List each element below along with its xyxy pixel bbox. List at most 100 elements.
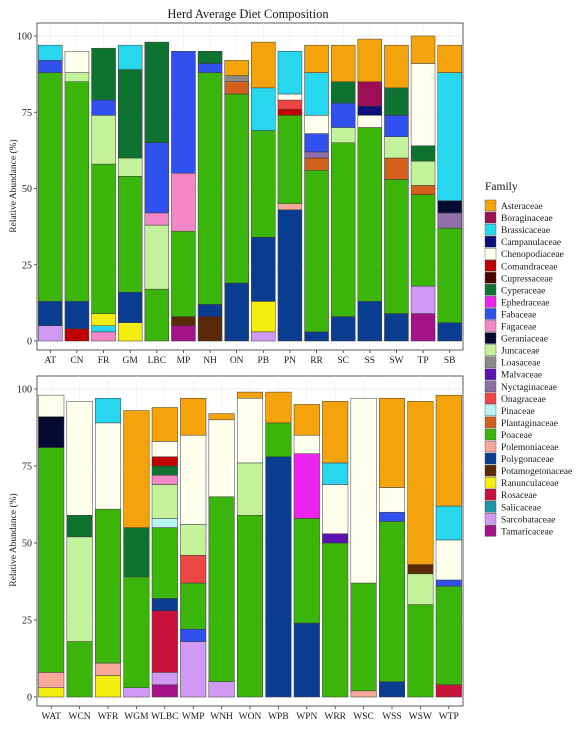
legend-item-onagraceae: Onagraceae [484,392,546,405]
legend-item-boraginaceae: Boraginaceae [484,211,553,224]
legend-item-brassicaceae: Brassicaceae [484,223,550,236]
x-tick-label: WSW [409,712,432,722]
legend-label: Geraniaceae [501,335,548,345]
bar-wgm [123,410,150,698]
bar-segment-rr-plantaginaceae [304,157,329,171]
legend-swatch [484,199,497,212]
bar-segment-wnh-sarcobataceae [208,681,235,698]
bar-sc [330,44,356,342]
legend-label: Pinaceae [501,407,535,417]
bar-segment-mp-tamaricaceae [171,325,196,342]
legend-label: Nyctaginaceae [501,383,557,393]
bar-segment-wlbc-asteraceae [151,407,178,442]
bar-segment-nh-cyperaceae [197,51,223,64]
bar-segment-sc-poaceae [330,142,356,317]
bar-segment-ss-asteraceae [357,38,383,82]
bar-segment-sw-fabaceae [384,115,409,137]
legend-label: Potamogetonaceae [501,467,572,477]
legend-label: Sarcobataceae [501,515,555,525]
bar-segment-wsc-polemoniaceae [350,690,377,698]
legend-label: Loasaceae [501,359,541,369]
bar-segment-wfr-poaceae [94,508,122,664]
bar-segment-wgm-asteraceae [123,410,150,528]
legend-item-sarcobataceae: Sarcobataceae [484,513,555,525]
legend-item-polemoniaceae: Polemoniaceae [484,440,559,453]
bar-segment-wsc-poaceae [350,582,377,692]
bar-segment-on-asteraceae [224,60,249,76]
x-tick-label: WAT [41,712,61,722]
bar-wrr [322,401,349,698]
bar-segment-pn-onagraceae [277,99,303,110]
x-tick-label: WRR [324,712,346,722]
legend-title: Family [485,181,518,193]
bar-segment-rr-fabaceae [304,133,329,153]
bar-segment-sb-poaceae [437,227,462,323]
legend-swatch [484,464,497,477]
y-axis-label: Relative Abundance (%) [8,139,19,232]
bar-segment-wpn-asteraceae [293,404,320,436]
bar-segment-wmp-poaceae [180,582,207,630]
bar-wat [38,394,65,698]
bar-segment-sb-brassicaceae [437,72,462,201]
x-tick-label: WTP [439,712,459,722]
bar-segment-wlbc-chenopodiaceae [151,441,178,458]
legend-swatch [484,235,497,248]
bar-segment-wtp-asteraceae [435,394,462,507]
bar-segment-wsc-chenopodiaceae [350,397,377,584]
bar-on [224,60,249,342]
bar-segment-wpn-chenopodiaceae [293,434,320,454]
y-tick-label: 100 [17,385,32,396]
x-tick-label: WSC [353,712,374,722]
legend-label: Rosaceae [501,491,537,501]
legend-item-cupressaceae: Cupressaceae [484,272,553,284]
legend-label: Tamaricaceae [501,527,553,537]
legend-label: Onagraceae [501,395,546,405]
bar-segment-mp-potamogetonaceae [171,316,196,327]
bar-segment-sc-cyperaceae [330,81,356,104]
bar-segment-sw-polygonaceae [384,313,409,342]
legend-swatch [484,247,497,260]
bar-segment-rr-brassicaceae [304,72,329,116]
bar-segment-rr-asteraceae [304,44,329,73]
x-tick-label: FR [98,356,110,366]
bar-won [236,391,264,698]
bar-segment-won-poaceae [236,515,264,698]
bar-segment-sc-polygonaceae [330,316,356,342]
bar-segment-cn-polygonaceae [64,301,90,330]
bar-wsw [407,401,434,698]
bar-segment-wfr-chenopodiaceae [94,422,122,510]
bar-segment-pn-brassicaceae [277,51,303,95]
bar-wss [378,397,406,698]
y-tick-label: 0 [27,693,32,704]
x-tick-label: MP [177,356,191,366]
x-tick-label: WLBC [151,712,178,722]
bar-segment-wrr-asteraceae [322,401,349,464]
y-axis-label: Relative Abundance (%) [8,493,19,586]
bar-segment-pb-asteraceae [251,41,276,89]
bar-fr [91,47,116,342]
bar-segment-on-poaceae [224,93,249,284]
x-tick-label: ON [230,356,244,366]
legend-item-salicaceae: Salicaceae [484,501,541,513]
legend-swatch [484,284,497,296]
bar-segment-wcn-chenopodiaceae [66,401,93,516]
legend-label: Campanulaceae [501,238,561,248]
bar-segment-ss-polygonaceae [357,301,383,342]
bar-segment-tp-plantaginaceae [410,185,436,195]
bar-segment-wpn-polygonaceae [293,622,320,698]
bar-segment-sb-polygonaceae [437,322,462,342]
bar-segment-on-polygonaceae [224,282,249,342]
legend-swatch [484,320,497,332]
bar-segment-wnh-chenopodiaceae [208,419,235,498]
legend-label: Polygonaceae [501,455,554,465]
bar-at [38,44,63,342]
bar-segment-lbc-fagaceae [144,212,170,226]
bar-segment-wpb-poaceae [265,422,292,458]
bar-segment-wlbc-pinaceae [151,518,178,528]
bar-segment-wpn-poaceae [293,518,320,624]
legend-item-fagaceae: Fagaceae [484,320,536,333]
legend-label: Ephedraceae [501,298,550,308]
legend-item-ephedraceae: Ephedraceae [484,296,550,308]
bar-tp [410,35,436,342]
